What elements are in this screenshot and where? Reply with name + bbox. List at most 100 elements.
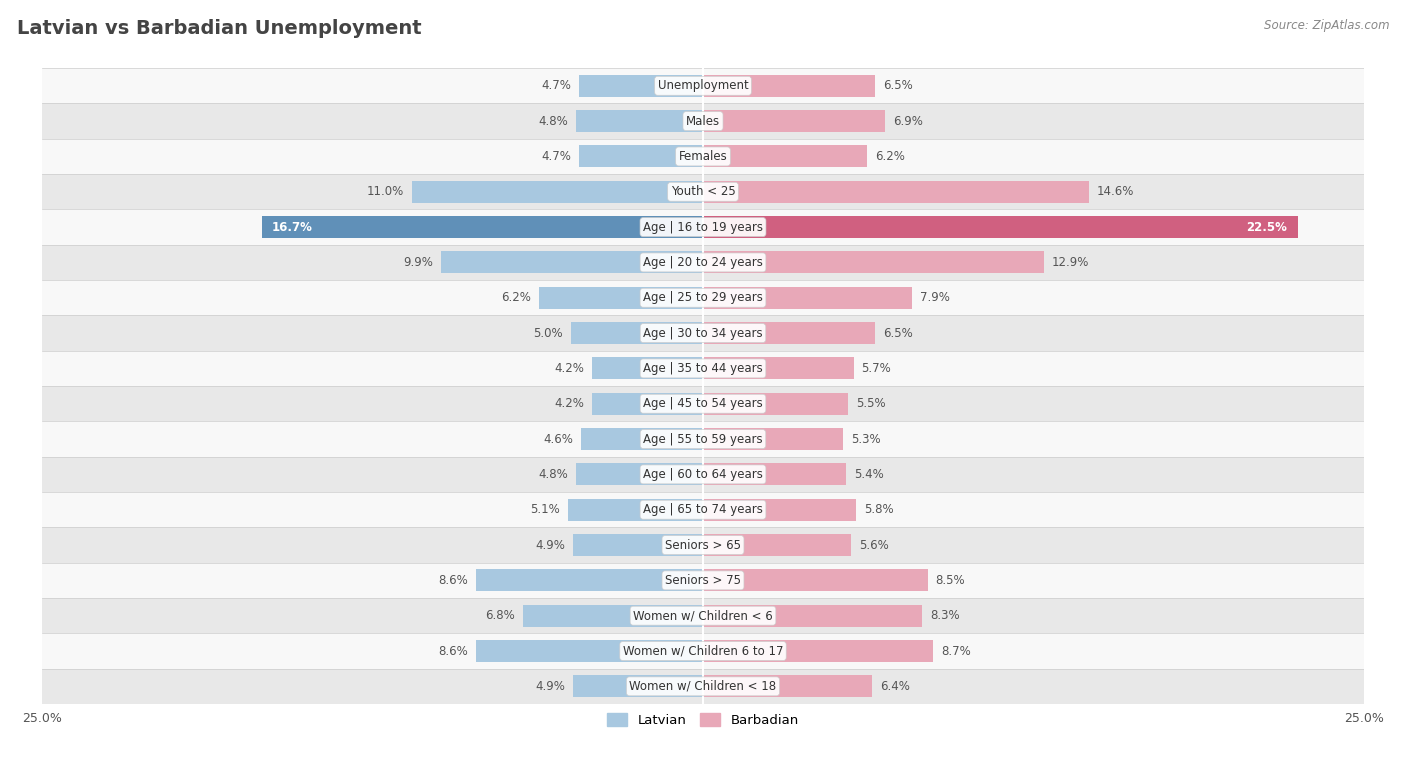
Bar	[42, 598, 1364, 634]
Text: 6.8%: 6.8%	[485, 609, 516, 622]
Text: 4.7%: 4.7%	[541, 79, 571, 92]
Text: Females: Females	[679, 150, 727, 163]
Text: 4.6%: 4.6%	[544, 432, 574, 446]
Text: 8.6%: 8.6%	[439, 644, 468, 658]
Bar	[579, 145, 703, 167]
Bar	[523, 605, 703, 627]
Text: 4.9%: 4.9%	[536, 538, 565, 552]
Bar	[42, 386, 1364, 422]
Bar	[475, 640, 703, 662]
Text: 8.3%: 8.3%	[931, 609, 960, 622]
Text: 5.3%: 5.3%	[851, 432, 880, 446]
Bar	[42, 210, 1364, 245]
Text: 11.0%: 11.0%	[367, 185, 405, 198]
Text: Seniors > 65: Seniors > 65	[665, 538, 741, 552]
Bar	[42, 634, 1364, 668]
Bar	[42, 456, 1364, 492]
Bar	[42, 528, 1364, 562]
Text: Age | 45 to 54 years: Age | 45 to 54 years	[643, 397, 763, 410]
Text: 6.2%: 6.2%	[502, 291, 531, 304]
Bar	[42, 350, 1364, 386]
Bar	[42, 668, 1364, 704]
Text: 6.4%: 6.4%	[880, 680, 910, 693]
Bar	[703, 75, 875, 97]
Bar	[42, 280, 1364, 316]
Bar	[703, 322, 875, 344]
Bar	[42, 139, 1364, 174]
Text: 5.5%: 5.5%	[856, 397, 886, 410]
Text: 4.8%: 4.8%	[538, 468, 568, 481]
Text: 4.2%: 4.2%	[554, 362, 583, 375]
Bar	[42, 562, 1364, 598]
Bar	[42, 422, 1364, 456]
Text: 12.9%: 12.9%	[1052, 256, 1090, 269]
Bar	[42, 492, 1364, 528]
Bar	[703, 499, 856, 521]
Text: 4.2%: 4.2%	[554, 397, 583, 410]
Text: Source: ZipAtlas.com: Source: ZipAtlas.com	[1264, 19, 1389, 32]
Bar	[703, 287, 912, 309]
Bar	[576, 111, 703, 132]
Text: Age | 20 to 24 years: Age | 20 to 24 years	[643, 256, 763, 269]
Bar	[475, 569, 703, 591]
Bar	[703, 393, 848, 415]
Text: 4.9%: 4.9%	[536, 680, 565, 693]
Bar	[582, 428, 703, 450]
Legend: Latvian, Barbadian: Latvian, Barbadian	[602, 708, 804, 732]
Text: 8.6%: 8.6%	[439, 574, 468, 587]
Text: 5.0%: 5.0%	[533, 326, 562, 340]
Text: Seniors > 75: Seniors > 75	[665, 574, 741, 587]
Bar	[703, 251, 1045, 273]
Text: Women w/ Children < 18: Women w/ Children < 18	[630, 680, 776, 693]
Bar	[703, 640, 934, 662]
Bar	[703, 428, 844, 450]
Bar	[571, 322, 703, 344]
Bar	[703, 217, 1298, 238]
Bar	[538, 287, 703, 309]
Text: Women w/ Children 6 to 17: Women w/ Children 6 to 17	[623, 644, 783, 658]
Bar	[703, 145, 868, 167]
Bar	[703, 675, 872, 697]
Text: Unemployment: Unemployment	[658, 79, 748, 92]
Text: Age | 55 to 59 years: Age | 55 to 59 years	[643, 432, 763, 446]
Bar	[574, 534, 703, 556]
Bar	[703, 569, 928, 591]
Text: 5.6%: 5.6%	[859, 538, 889, 552]
Text: 6.9%: 6.9%	[893, 114, 924, 128]
Bar	[42, 104, 1364, 139]
Bar	[42, 245, 1364, 280]
Text: Age | 16 to 19 years: Age | 16 to 19 years	[643, 220, 763, 234]
Bar	[42, 174, 1364, 210]
Text: Youth < 25: Youth < 25	[671, 185, 735, 198]
Text: 6.5%: 6.5%	[883, 79, 912, 92]
Text: Age | 60 to 64 years: Age | 60 to 64 years	[643, 468, 763, 481]
Bar	[703, 181, 1088, 203]
Text: Age | 30 to 34 years: Age | 30 to 34 years	[643, 326, 763, 340]
Text: 4.7%: 4.7%	[541, 150, 571, 163]
Text: 6.2%: 6.2%	[875, 150, 904, 163]
Bar	[579, 75, 703, 97]
Text: 5.8%: 5.8%	[865, 503, 894, 516]
Text: 8.7%: 8.7%	[941, 644, 970, 658]
Text: Age | 35 to 44 years: Age | 35 to 44 years	[643, 362, 763, 375]
Text: Latvian vs Barbadian Unemployment: Latvian vs Barbadian Unemployment	[17, 19, 422, 38]
Text: 5.1%: 5.1%	[530, 503, 560, 516]
Text: Age | 65 to 74 years: Age | 65 to 74 years	[643, 503, 763, 516]
Bar	[592, 357, 703, 379]
Bar	[703, 357, 853, 379]
Text: 9.9%: 9.9%	[404, 256, 433, 269]
Bar	[703, 534, 851, 556]
Bar	[703, 463, 846, 485]
Text: 14.6%: 14.6%	[1097, 185, 1135, 198]
Text: 5.4%: 5.4%	[853, 468, 883, 481]
Text: 7.9%: 7.9%	[920, 291, 949, 304]
Bar	[568, 499, 703, 521]
Bar	[42, 68, 1364, 104]
Text: Males: Males	[686, 114, 720, 128]
Text: 8.5%: 8.5%	[935, 574, 966, 587]
Text: 4.8%: 4.8%	[538, 114, 568, 128]
Bar	[592, 393, 703, 415]
Bar	[412, 181, 703, 203]
Bar	[441, 251, 703, 273]
Text: 5.7%: 5.7%	[862, 362, 891, 375]
